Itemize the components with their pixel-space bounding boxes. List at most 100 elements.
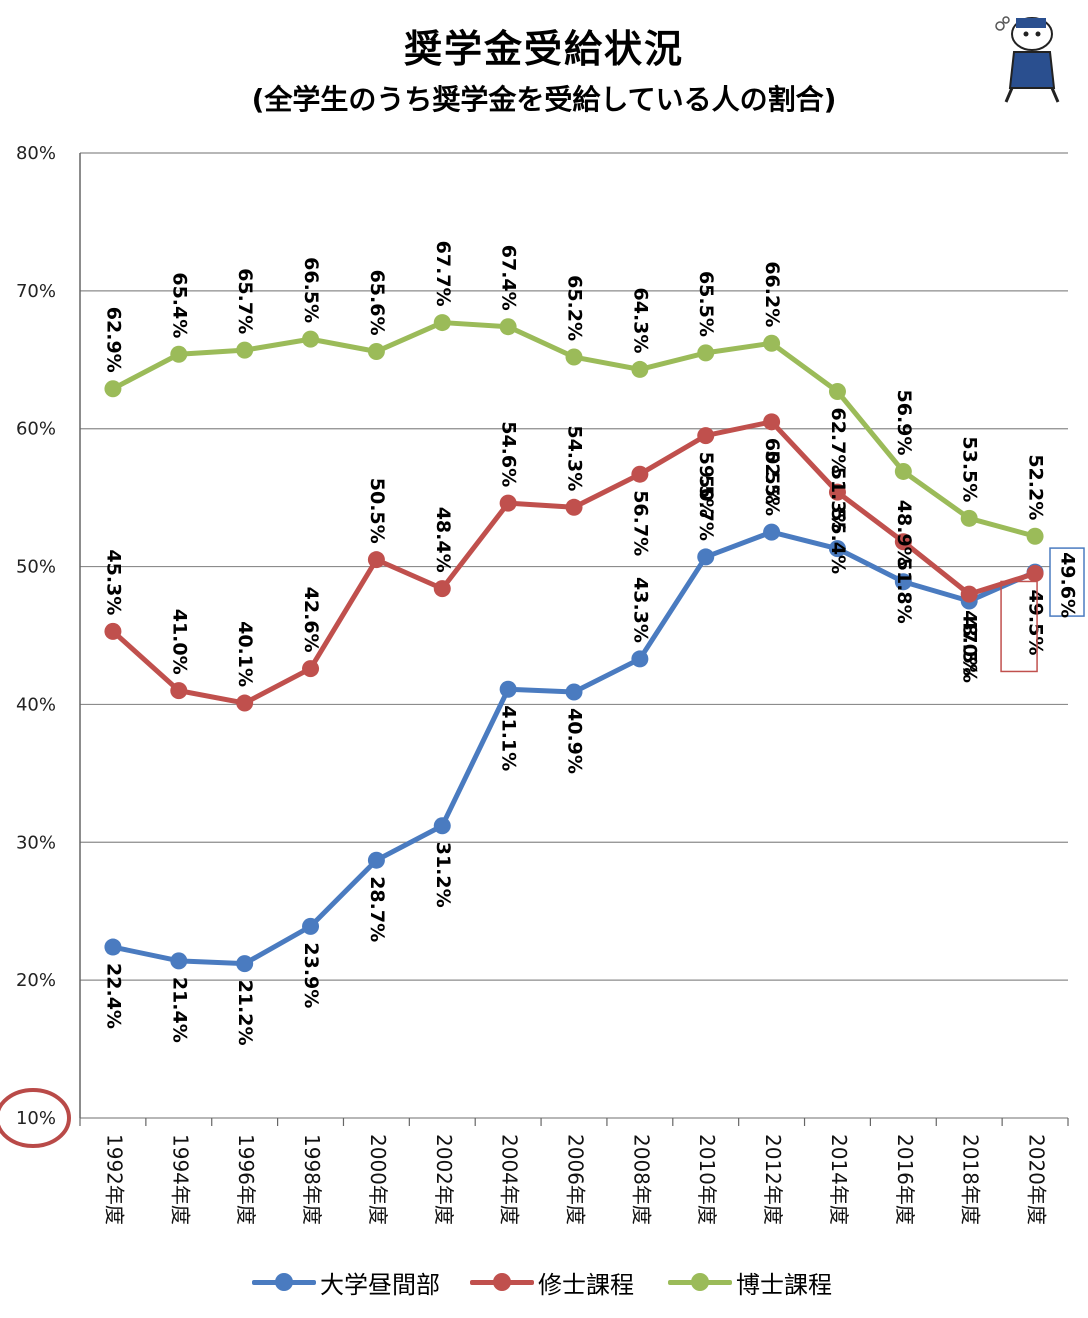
data-point-doctoral — [104, 380, 122, 398]
x-tick-label: 2004年度 — [498, 1134, 522, 1225]
data-label-doctoral: 65.7% — [234, 268, 256, 334]
data-point-masters — [960, 585, 978, 603]
data-point-masters — [1026, 564, 1044, 582]
data-point-doctoral — [631, 360, 649, 378]
x-tick-label: 2016年度 — [893, 1134, 917, 1225]
data-label-undergrad: 49.6% — [1057, 552, 1079, 618]
data-point-masters — [367, 551, 385, 569]
legend-item-undergrad: 大学昼間部 — [252, 1262, 440, 1302]
data-point-undergrad — [828, 540, 846, 558]
x-tick-label: 2006年度 — [564, 1134, 588, 1225]
data-label-doctoral: 56.9% — [893, 390, 915, 456]
data-point-masters — [236, 694, 254, 712]
data-label-doctoral: 65.5% — [695, 271, 717, 337]
x-tick-label: 2012年度 — [761, 1134, 785, 1225]
data-label-masters: 48.4% — [432, 507, 454, 573]
legend: 大学昼間部 修士課程 博士課程 — [0, 1262, 1088, 1302]
data-label-doctoral: 66.2% — [761, 261, 783, 327]
data-label-masters: 48.0% — [959, 610, 981, 676]
y-tick-label: 40% — [16, 694, 56, 715]
data-label-masters: 45.3% — [102, 549, 124, 615]
data-label-masters: 60.5% — [761, 438, 783, 504]
data-label-undergrad: 22.4% — [102, 963, 124, 1029]
chart-subtitle: (全学生のうち奨学金を受給している人の割合) — [251, 83, 837, 116]
data-label-doctoral: 65.6% — [366, 270, 388, 336]
data-label-masters: 59.5% — [695, 452, 717, 518]
data-point-masters — [828, 483, 846, 501]
data-label-undergrad: 28.7% — [366, 876, 388, 942]
data-point-undergrad — [763, 523, 781, 541]
data-label-undergrad: 43.3% — [629, 577, 651, 643]
callout-box-masters — [1000, 580, 1038, 673]
x-tick-label: 2010年度 — [695, 1134, 719, 1225]
data-label-masters: 49.5% — [1025, 589, 1047, 655]
legend-label-masters: 修士課程 — [538, 1270, 634, 1299]
data-label-doctoral: 62.7% — [827, 407, 849, 473]
data-label-undergrad: 21.4% — [168, 977, 190, 1043]
data-point-masters — [302, 660, 320, 678]
data-point-doctoral — [367, 343, 385, 361]
data-point-masters — [433, 580, 451, 598]
data-label-masters: 54.3% — [564, 425, 586, 491]
y-tick-label: 80% — [16, 143, 56, 164]
data-label-doctoral: 65.4% — [168, 272, 190, 338]
data-point-masters — [170, 682, 188, 700]
data-point-undergrad — [302, 917, 320, 935]
data-point-undergrad — [433, 817, 451, 835]
data-point-undergrad — [170, 952, 188, 970]
data-label-masters: 56.7% — [629, 490, 651, 556]
y-tick-label: 70% — [16, 281, 56, 302]
data-point-doctoral — [302, 330, 320, 348]
data-point-undergrad — [499, 680, 517, 698]
data-point-undergrad — [236, 955, 254, 973]
data-label-undergrad: 21.2% — [234, 980, 256, 1046]
x-tick-label: 2020年度 — [1025, 1134, 1049, 1225]
y-tick-label: 60% — [16, 419, 56, 440]
data-point-doctoral — [763, 334, 781, 352]
x-tick-label: 1994年度 — [168, 1134, 192, 1225]
x-tick-label: 2014年度 — [827, 1134, 851, 1225]
data-label-masters: 54.6% — [498, 421, 520, 487]
x-tick-label: 1998年度 — [300, 1134, 324, 1225]
callout-box — [1049, 547, 1085, 617]
data-label-doctoral: 64.3% — [629, 288, 651, 354]
data-label-doctoral: 53.5% — [959, 436, 981, 502]
legend-swatch-masters — [470, 1262, 534, 1302]
data-point-masters — [565, 498, 583, 516]
legend-label-undergrad: 大学昼間部 — [320, 1270, 440, 1299]
x-tick-label: 2000年度 — [366, 1134, 390, 1225]
legend-label-doctoral: 博士課程 — [736, 1270, 832, 1299]
data-label-undergrad: 41.1% — [498, 705, 520, 771]
data-label-undergrad: 40.9% — [564, 708, 586, 774]
y-tick-label: 20% — [16, 970, 56, 991]
y-tick-label: 10% — [16, 1108, 56, 1129]
data-point-masters — [763, 413, 781, 431]
legend-item-doctoral: 博士課程 — [668, 1262, 832, 1302]
data-point-undergrad — [631, 650, 649, 668]
x-tick-label: 2002年度 — [432, 1134, 456, 1225]
data-point-masters — [894, 533, 912, 551]
data-label-masters: 40.1% — [234, 621, 256, 687]
data-point-doctoral — [433, 314, 451, 332]
data-label-doctoral: 66.5% — [300, 257, 322, 323]
chart-title: 奨学金受給状況 — [403, 27, 684, 71]
mascot-character-icon — [995, 16, 1060, 103]
data-point-doctoral — [894, 462, 912, 480]
y-tick-label: 30% — [16, 832, 56, 853]
data-label-undergrad: 47.5% — [959, 617, 981, 683]
data-point-doctoral — [697, 344, 715, 362]
data-label-masters: 42.6% — [300, 587, 322, 653]
data-label-doctoral: 62.9% — [102, 307, 124, 373]
data-point-undergrad — [565, 683, 583, 701]
data-label-undergrad: 51.3% — [827, 467, 849, 533]
data-point-masters — [499, 494, 517, 512]
data-label-doctoral: 65.2% — [564, 275, 586, 341]
data-label-undergrad: 23.9% — [300, 942, 322, 1008]
data-label-doctoral: 67.4% — [498, 245, 520, 311]
x-tick-label: 2008年度 — [629, 1134, 653, 1225]
data-point-doctoral — [499, 318, 517, 336]
data-label-doctoral: 67.7% — [432, 241, 454, 307]
highlight-circle — [0, 1088, 71, 1148]
legend-swatch-undergrad — [252, 1262, 316, 1302]
line-chart: 10% 20% 30% 40% 50% 60% 70% 80% 1992年度 1994年度 1996… — [0, 143, 1085, 1225]
